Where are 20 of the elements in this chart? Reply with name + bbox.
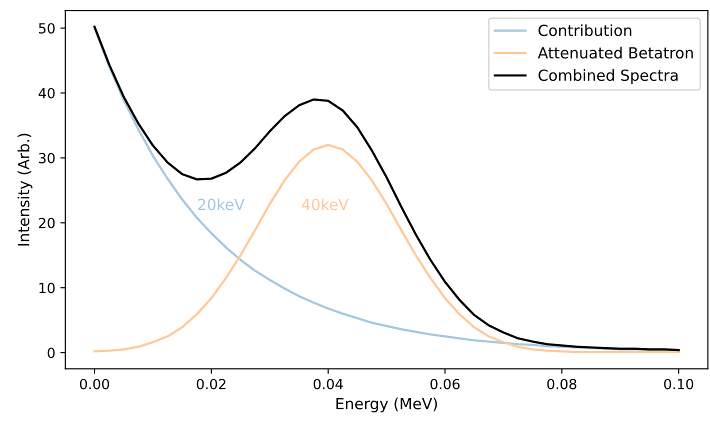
x-tick-label: 0.04 — [314, 378, 343, 390]
x-tick-label: 0.02 — [196, 378, 226, 390]
legend-label: Combined Spectra — [538, 69, 678, 84]
x-tick-label: 0.00 — [80, 378, 110, 390]
line-series — [93, 144, 680, 354]
y-tick-label: 50 — [38, 23, 55, 34]
y-tick-label: 40 — [38, 88, 55, 98]
annotation: 20keV — [198, 198, 244, 210]
annotation: 40keV — [302, 198, 349, 210]
y-tick-label: 0 — [48, 348, 55, 358]
legend-label: Attenuated Betatron — [538, 46, 693, 59]
x-tick-label: 0.06 — [430, 378, 460, 390]
y-tick-label: 30 — [38, 152, 55, 164]
x-tick-label: 0.08 — [547, 378, 576, 390]
y-tick-label: 10 — [39, 282, 55, 294]
y-axis-title: Intensity (Arb.) — [18, 134, 32, 246]
y-tick-label: 20 — [38, 218, 55, 228]
legend-label: Contribution — [538, 24, 632, 36]
x-axis-title: Energy (MeV) — [336, 398, 437, 412]
x-tick-label: 0.10 — [664, 378, 694, 390]
